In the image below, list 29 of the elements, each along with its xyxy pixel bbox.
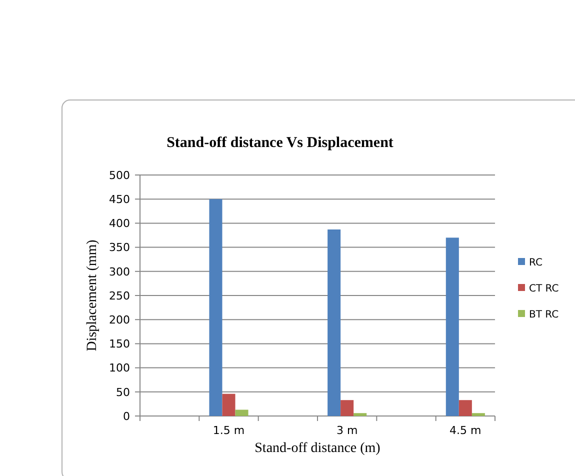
bar — [340, 400, 354, 416]
y-tick-label: 400 — [109, 217, 130, 230]
y-tick-label: 100 — [109, 362, 130, 375]
bar — [354, 413, 367, 416]
y-tick-label: 500 — [109, 168, 130, 182]
bar — [222, 394, 236, 416]
y-tick-label: 50 — [116, 386, 130, 399]
y-tick-label: 350 — [109, 241, 130, 254]
x-axis-title: Stand-off distance (m) — [254, 441, 381, 456]
x-tick-label: 1.5 m — [212, 424, 245, 437]
y-tick-label: 450 — [109, 192, 130, 206]
x-tick-label: 4.5 m — [450, 424, 482, 437]
x-tick-label: 3 m — [336, 424, 358, 437]
bar — [328, 229, 341, 416]
bar — [209, 199, 222, 416]
legend-label: BT RC — [529, 310, 559, 320]
bar — [472, 413, 485, 416]
y-axis-title: Displacement (mm) — [85, 239, 100, 352]
bar — [446, 238, 459, 416]
y-tick-label: 200 — [109, 313, 130, 326]
y-tick-label: 250 — [109, 289, 130, 302]
legend-label: RC — [529, 258, 542, 268]
y-tick-label: 300 — [109, 265, 130, 278]
chart-title: Stand-off distance Vs Displacement — [166, 135, 394, 151]
legend-label: CT RC — [529, 284, 559, 294]
y-tick-label: 150 — [109, 338, 130, 351]
y-tick-label: 0 — [123, 410, 130, 423]
bar — [235, 410, 248, 416]
bar — [458, 400, 472, 416]
